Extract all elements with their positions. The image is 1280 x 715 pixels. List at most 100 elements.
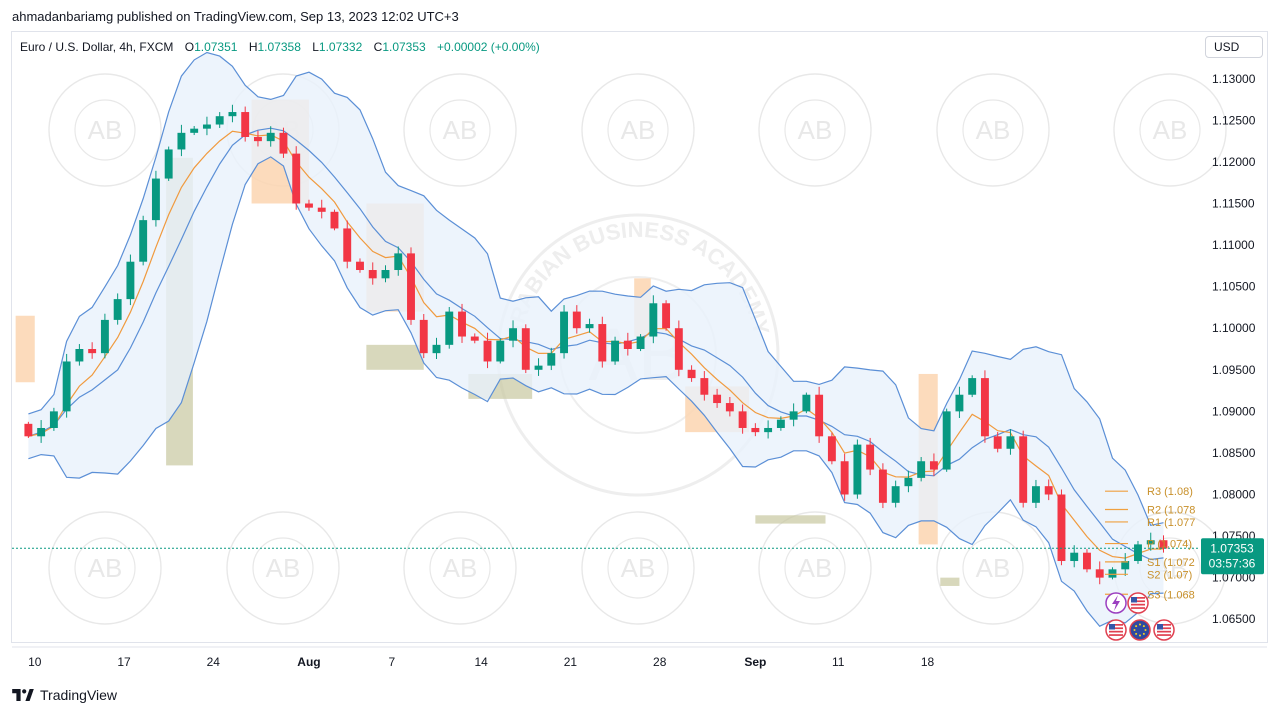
candle-body[interactable] xyxy=(725,403,734,412)
candle[interactable] xyxy=(100,313,109,359)
candle-body[interactable] xyxy=(891,486,900,503)
candle-body[interactable] xyxy=(292,153,301,204)
candle[interactable] xyxy=(356,258,364,273)
candle-body[interactable] xyxy=(802,394,811,412)
candle-body[interactable] xyxy=(1057,494,1066,562)
candle-body[interactable] xyxy=(343,228,352,262)
candle[interactable] xyxy=(917,457,926,482)
candle[interactable] xyxy=(968,375,977,398)
candle[interactable] xyxy=(840,453,849,501)
candle[interactable] xyxy=(266,126,275,147)
candle[interactable] xyxy=(164,146,173,181)
candle[interactable] xyxy=(1146,532,1155,551)
candle-body[interactable] xyxy=(139,220,148,262)
candle[interactable] xyxy=(1108,567,1117,580)
chart-frame[interactable] xyxy=(11,31,1268,643)
candle[interactable] xyxy=(177,124,186,157)
candle-body[interactable] xyxy=(432,344,441,354)
candle-body[interactable] xyxy=(1031,486,1040,503)
candle-body[interactable] xyxy=(1083,552,1091,570)
candle-body[interactable] xyxy=(611,340,620,362)
candle-body[interactable] xyxy=(815,394,824,437)
symbol-name[interactable]: Euro / U.S. Dollar, 4h, FXCM xyxy=(20,40,174,54)
candle-body[interactable] xyxy=(917,461,926,478)
candle-body[interactable] xyxy=(317,207,326,212)
candle[interactable] xyxy=(764,420,773,439)
candle[interactable] xyxy=(470,333,479,344)
candle-body[interactable] xyxy=(623,340,632,349)
candle-body[interactable] xyxy=(88,349,97,354)
candle-body[interactable] xyxy=(62,361,71,412)
candle[interactable] xyxy=(598,316,607,368)
candle-body[interactable] xyxy=(279,132,288,154)
candle[interactable] xyxy=(942,408,951,472)
candle[interactable] xyxy=(866,437,875,476)
candle-body[interactable] xyxy=(853,444,862,495)
candle[interactable] xyxy=(611,336,620,365)
candle-body[interactable] xyxy=(215,116,224,125)
candle[interactable] xyxy=(572,305,581,334)
candle-body[interactable] xyxy=(228,112,237,117)
candle-body[interactable] xyxy=(1044,486,1053,495)
candle-body[interactable] xyxy=(394,253,403,271)
us-flag-icon[interactable] xyxy=(1127,592,1149,614)
candle-body[interactable] xyxy=(164,149,173,179)
candle-body[interactable] xyxy=(483,340,492,362)
candle[interactable] xyxy=(139,215,148,266)
candle[interactable] xyxy=(560,305,569,359)
candle[interactable] xyxy=(483,332,492,369)
candle[interactable] xyxy=(955,386,964,419)
candle-body[interactable] xyxy=(929,461,938,470)
candle-body[interactable] xyxy=(37,427,46,437)
candle-body[interactable] xyxy=(738,411,747,428)
candle[interactable] xyxy=(815,386,824,443)
candle[interactable] xyxy=(88,342,97,359)
economic-events[interactable] xyxy=(1105,592,1175,641)
candle-body[interactable] xyxy=(496,340,505,362)
candle-body[interactable] xyxy=(266,132,275,142)
candle[interactable] xyxy=(509,320,517,348)
candle-body[interactable] xyxy=(968,378,977,395)
candle-body[interactable] xyxy=(190,128,199,133)
candle-body[interactable] xyxy=(177,132,186,150)
candle[interactable] xyxy=(1095,561,1104,585)
candle[interactable] xyxy=(279,127,288,158)
candle-body[interactable] xyxy=(942,411,951,470)
candle-body[interactable] xyxy=(151,178,160,221)
candle-body[interactable] xyxy=(253,136,262,142)
candle-body[interactable] xyxy=(1159,540,1168,549)
candle[interactable] xyxy=(1031,479,1040,509)
candle-body[interactable] xyxy=(241,112,250,137)
candle-body[interactable] xyxy=(993,436,1002,449)
candle-body[interactable] xyxy=(113,299,122,320)
candle[interactable] xyxy=(1019,430,1028,508)
candle-body[interactable] xyxy=(840,461,849,495)
candle-body[interactable] xyxy=(585,324,594,329)
candle[interactable] xyxy=(1044,479,1053,501)
candle[interactable] xyxy=(623,332,632,356)
candle[interactable] xyxy=(215,112,224,128)
candle-body[interactable] xyxy=(49,411,58,428)
candle-body[interactable] xyxy=(1070,552,1079,562)
us-flag-icon[interactable] xyxy=(1105,619,1127,641)
candle-body[interactable] xyxy=(1134,544,1142,562)
candle[interactable] xyxy=(674,320,683,377)
candle[interactable] xyxy=(585,318,594,333)
candle-body[interactable] xyxy=(662,303,671,329)
candle-body[interactable] xyxy=(24,423,33,437)
candle-body[interactable] xyxy=(1146,540,1155,545)
time-axis[interactable]: 10 17 24 Aug 7 14 21 28 Sep 11 18 xyxy=(12,646,1267,669)
candle-body[interactable] xyxy=(649,303,658,337)
candle-body[interactable] xyxy=(470,336,479,341)
candle-body[interactable] xyxy=(356,261,364,271)
candle-body[interactable] xyxy=(100,319,109,354)
candle[interactable] xyxy=(190,126,199,136)
candle[interactable] xyxy=(253,130,262,147)
candle[interactable] xyxy=(776,416,785,431)
candle[interactable] xyxy=(853,439,862,499)
candle[interactable] xyxy=(496,338,505,364)
candle-body[interactable] xyxy=(75,349,84,362)
candle[interactable] xyxy=(62,353,71,418)
candle-body[interactable] xyxy=(1108,569,1117,578)
